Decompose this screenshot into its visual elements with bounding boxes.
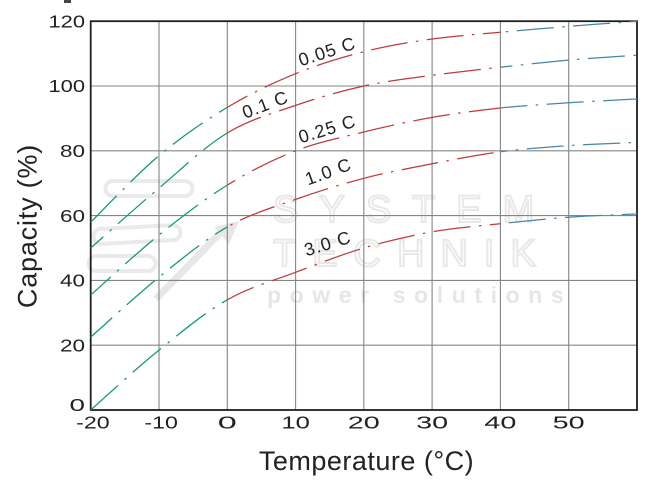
svg-text:TECHNIK: TECHNIK [273,233,552,275]
svg-text:-20: -20 [76,413,110,433]
svg-text:Temperature (°C): Temperature (°C) [259,446,474,476]
svg-text:100: 100 [49,76,86,96]
svg-text:Capacity (%): Capacity (%) [13,144,43,308]
svg-text:0: 0 [70,395,86,415]
svg-text:20: 20 [348,413,380,433]
svg-text:10: 10 [281,413,310,433]
svg-text:80: 80 [60,141,85,161]
svg-text:120: 120 [49,11,86,31]
svg-text:30: 30 [416,413,448,433]
svg-text:60: 60 [60,206,85,226]
svg-text:50: 50 [553,413,585,433]
svg-text:20: 20 [60,335,85,355]
svg-text:40: 40 [484,413,516,433]
svg-text:0: 0 [218,413,238,433]
svg-text:40: 40 [60,271,85,291]
svg-text:-10: -10 [144,413,178,433]
svg-text:power solutions: power solutions [267,282,572,308]
svg-text:SYSTEM: SYSTEM [273,189,555,231]
